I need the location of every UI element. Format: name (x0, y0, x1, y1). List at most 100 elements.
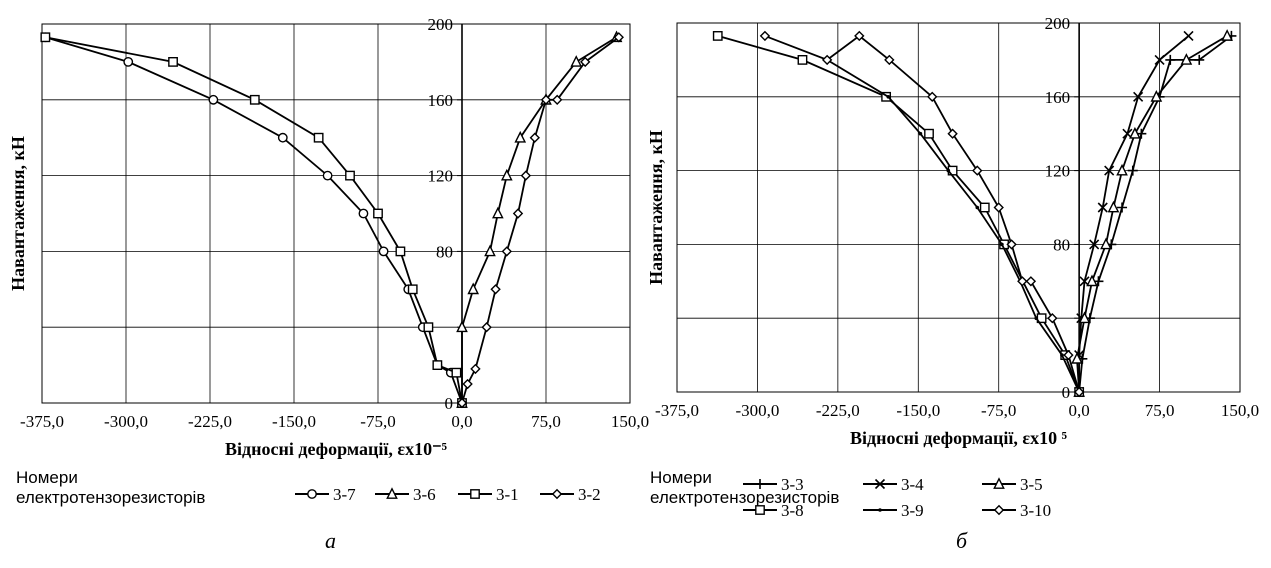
panel-b-caption: б (956, 528, 968, 553)
series-line-3-9 (826, 59, 1080, 393)
data-point-3-7 (322, 170, 333, 181)
data-point-3-2 (470, 363, 481, 375)
data-point-3-7 (123, 57, 134, 67)
x-tick-label: -300,0 (104, 412, 148, 431)
data-point-3-5 (1129, 126, 1141, 139)
series-line-3-2 (461, 36, 620, 404)
data-point-3-1 (395, 246, 406, 257)
data-point-3-2 (512, 208, 524, 219)
data-point-3-2 (456, 397, 468, 409)
legend-label-3-1: 3-1 (496, 485, 519, 504)
data-point-3-9 (1060, 353, 1064, 357)
data-point-3-9 (1000, 242, 1004, 247)
data-point-3-10 (1017, 276, 1028, 287)
y-axis-label: Навантаження, кН (646, 130, 666, 285)
data-point-3-10 (1006, 239, 1017, 250)
data-point-3-5 (1086, 274, 1098, 287)
data-point-3-1 (423, 322, 434, 333)
data-point-3-5 (1150, 90, 1163, 102)
x-tick-label: -375,0 (655, 401, 699, 420)
data-point-3-8 (924, 128, 934, 139)
legend-marker-3-10 (993, 504, 1005, 516)
data-point-3-7 (277, 132, 288, 143)
chart-panel-b: -375,0 -300,0 -225,0 -150,0 -75,0 0,0 75,0 150,… (640, 0, 1271, 568)
data-point-3-1 (168, 57, 178, 67)
legend-marker-3-5 (993, 477, 1005, 489)
data-point-3-4 (1104, 165, 1115, 176)
data-point-3-1 (432, 360, 443, 370)
data-point-3-10 (947, 128, 958, 139)
x-axis-label: Відносні деформації, εx10⁻⁵ (225, 439, 448, 459)
x-tick-label: 75,0 (1145, 401, 1175, 420)
data-point-3-8 (979, 202, 990, 213)
x-tick-label: 150,0 (611, 412, 649, 431)
legend-label-3-4: 3-4 (901, 475, 924, 494)
data-point-3-10 (854, 30, 865, 42)
y-tick-label: 120 (428, 167, 454, 186)
series-line-3-1 (45, 36, 463, 404)
data-point-3-8 (712, 31, 723, 41)
legend-label-3-9: 3-9 (901, 501, 924, 520)
chart-b-svg: -375,0 -300,0 -225,0 -150,0 -75,0 0,0 75,0 150,… (646, 14, 1259, 520)
legend-label-3-7: 3-7 (333, 485, 356, 504)
data-point-3-5 (1071, 352, 1083, 364)
data-point-3-2 (490, 284, 501, 295)
legend-marker-3-4 (874, 478, 886, 490)
data-point-3-3 (1194, 54, 1205, 65)
data-point-3-1 (373, 208, 383, 219)
y-tick-label: 160 (428, 91, 454, 110)
series-line-3-7 (45, 36, 463, 404)
data-point-3-2 (529, 132, 540, 143)
data-point-3-5 (1078, 311, 1091, 324)
data-point-3-2 (462, 378, 473, 390)
y-tick-label: 0 (1062, 383, 1071, 402)
legend-marker-3-1 (470, 489, 480, 499)
data-point-3-7 (358, 208, 369, 219)
data-point-3-9 (918, 131, 923, 136)
plot-frame (676, 22, 1241, 393)
data-point-3-8 (797, 55, 808, 65)
panel-a-caption: а (325, 528, 336, 553)
x-tick-label: -375,0 (20, 412, 64, 431)
data-point-3-1 (313, 132, 324, 143)
x-tick-label: -75,0 (360, 412, 395, 431)
data-point-3-2 (520, 170, 532, 181)
data-point-3-9 (886, 95, 891, 99)
data-point-3-6 (484, 244, 496, 257)
chart-panel-a: -375,0 -300,0 -225,0 -150,0 -75,0 0,0 75,0 150,… (8, 15, 649, 553)
data-point-3-3 (1117, 202, 1128, 213)
data-point-3-2 (481, 322, 492, 333)
data-point-3-1 (451, 367, 462, 378)
series-line-3-8 (717, 35, 1080, 393)
legend-label-3-10: 3-10 (1020, 501, 1051, 520)
x-tick-label: 0,0 (451, 412, 472, 431)
data-point-3-4 (1154, 54, 1165, 65)
data-point-3-5 (1221, 29, 1233, 41)
legend-label-3-5: 3-5 (1020, 475, 1043, 494)
x-tick-label: 0,0 (1069, 401, 1090, 420)
data-point-3-10 (821, 54, 833, 66)
data-point-3-1 (40, 32, 51, 43)
legend-label-3-3: 3-3 (781, 475, 804, 494)
data-point-3-6 (456, 320, 468, 333)
data-point-3-6 (467, 282, 480, 295)
data-point-3-2 (613, 32, 624, 43)
y-axis-label: Навантаження, кН (8, 136, 28, 291)
x-tick-label: -225,0 (188, 412, 232, 431)
y-tick-label: 200 (428, 15, 454, 34)
data-point-3-9 (975, 205, 980, 210)
y-tick-label: 80 (436, 242, 453, 261)
data-point-3-7 (208, 94, 219, 105)
data-point-3-6 (500, 168, 513, 181)
data-point-3-6 (570, 55, 583, 67)
x-tick-label: -150,0 (896, 401, 940, 420)
x-tick-label: -225,0 (816, 401, 860, 420)
data-point-3-10 (927, 91, 938, 102)
series-line-3-4 (1078, 35, 1190, 392)
plot-frame (41, 23, 631, 404)
x-tick-label: 150,0 (1221, 401, 1259, 420)
data-point-3-4 (1089, 239, 1100, 250)
legend-label-3-6: 3-6 (413, 485, 436, 504)
x-tick-label: -300,0 (735, 401, 779, 420)
data-point-3-1 (407, 284, 418, 295)
